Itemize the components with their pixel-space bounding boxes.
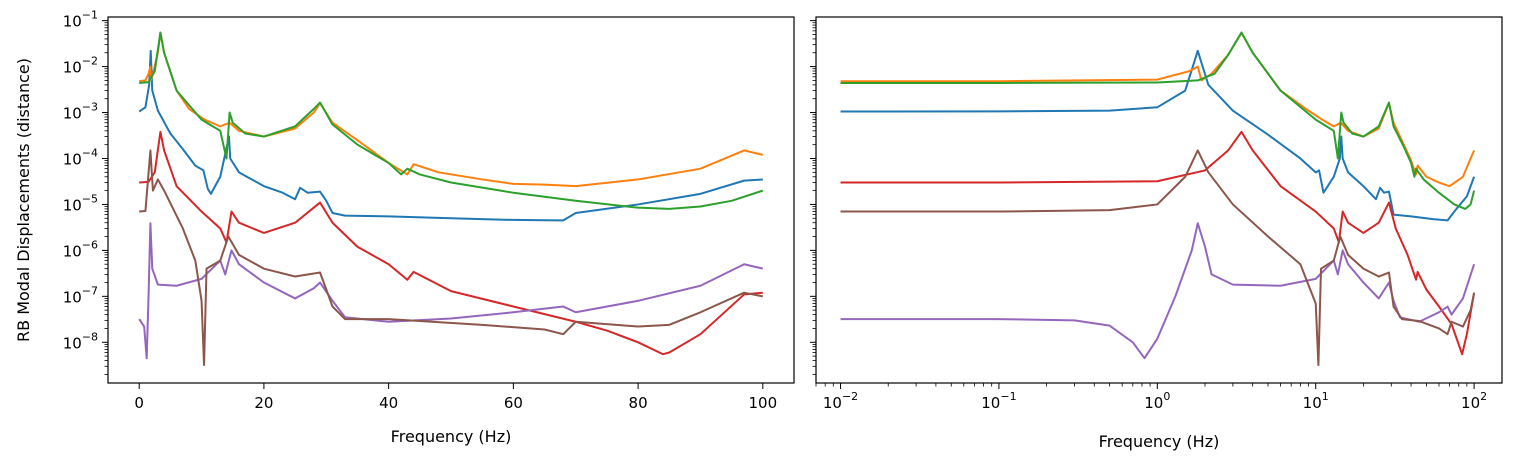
left-panel-x-tick-label: 0 <box>134 394 144 412</box>
right-panel-x-tick-label: 100 <box>1144 390 1170 412</box>
left-panel-x-tick-label: 20 <box>254 394 273 412</box>
right-panel-series-3-line <box>840 31 1476 210</box>
left-panel-series-4-line <box>139 130 763 356</box>
left-panel-series-1-line <box>138 49 763 222</box>
left-panel-x-tick-label: 40 <box>379 394 398 412</box>
right-panel-y-ticks <box>810 20 816 375</box>
right-panel-series-1-line <box>840 49 1476 222</box>
right-panel-series-5-line <box>840 222 1476 360</box>
left-panel-y-tick-label: 10−7 <box>63 284 98 306</box>
right-panel-series-4-line <box>840 130 1476 356</box>
left-panel-x-tick-label: 80 <box>629 394 648 412</box>
left-panel-series-layer <box>138 31 764 367</box>
left-panel-y-tick-label: 10−5 <box>63 192 98 214</box>
right-panel-x-tick-label: 10−2 <box>823 390 858 412</box>
left-panel-x-ticks: 0 20 40 60 80 100 <box>134 383 777 412</box>
left-panel-series-5-line <box>138 222 764 360</box>
left-panel-frame <box>107 16 795 384</box>
left-panel-x-tick-label: 60 <box>504 394 523 412</box>
right-panel-x-tick-label: 102 <box>1461 390 1487 412</box>
left-panel-y-axis-label: RB Modal Displacements (distance) <box>14 58 33 342</box>
left-panel-y-tick-label: 10−4 <box>63 146 98 168</box>
left-panel-y-tick-label: 10−6 <box>63 238 98 260</box>
right-panel-log-frequency: 10−2 10−1 100 101 102 Frequency (Hz) <box>810 16 1503 451</box>
left-panel-linear-frequency: 0 20 40 60 80 100 10−810−710−610−510−410−310−… <box>14 9 795 446</box>
right-panel-frame <box>815 16 1503 384</box>
right-panel-x-ticks: 10−2 10−1 100 101 102 <box>815 383 1487 412</box>
right-panel-series-layer <box>840 31 1476 367</box>
left-panel-y-tick-label: 10−1 <box>63 9 98 31</box>
left-panel-y-tick-label: 10−8 <box>63 330 98 352</box>
left-panel-series-3-line <box>139 31 764 210</box>
left-panel-x-tick-label: 100 <box>748 394 777 412</box>
right-panel-x-axis-label: Frequency (Hz) <box>1099 432 1220 451</box>
left-panel-y-tick-label: 10−2 <box>63 55 98 77</box>
left-panel-series-6-line <box>139 149 764 367</box>
left-panel-y-ticks: 10−8 10−7 10−6 10−5 10−4 10−3 10−2 10−1 <box>63 9 108 375</box>
right-panel-x-tick-label: 10−1 <box>981 390 1016 412</box>
left-panel-y-tick-label: 10−3 <box>63 101 98 123</box>
right-panel-series-6-line <box>840 149 1476 367</box>
left-panel-x-axis-label: Frequency (Hz) <box>391 427 512 446</box>
right-panel-x-tick-label: 101 <box>1303 390 1329 412</box>
